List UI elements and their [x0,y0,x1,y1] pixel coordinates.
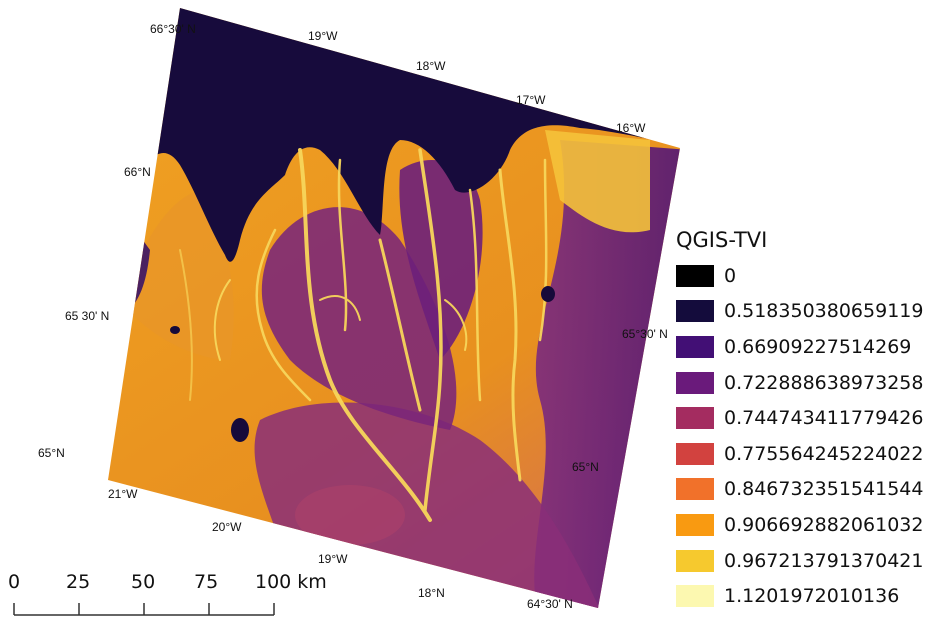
legend-rows: 0 0.518350380659119 0.66909227514269 0.7… [672,258,942,614]
legend-item: 0 [672,258,942,294]
lon-19-top-label: 19°W [308,29,338,43]
scale-tick-label-50: 50 [131,571,155,593]
legend-label: 0 [724,264,737,287]
legend-label: 1.1201972010136 [724,585,900,608]
legend-label: 0.775564245224022 [724,442,924,465]
legend-swatch [676,407,714,430]
legend-swatch [676,549,714,572]
legend-label: 0.846732351541544 [724,478,924,501]
lat-65-label-left: 65°N [38,446,65,460]
lon-17-top-label: 17°W [516,93,546,107]
legend-swatch [676,442,714,465]
lat-66-30-label: 66°30' N [150,22,196,36]
legend-swatch [676,300,714,323]
legend-item: 0.967213791370421 [672,543,942,579]
graticule-labels: 66°30' N 66°N 65 30' N 65°N 65°30' N 65°… [38,22,668,611]
legend-label: 0.744743411779426 [724,407,924,430]
scale-tick-label-100: 100 km [255,571,327,593]
lat-66-label: 66°N [124,165,151,179]
lat-65-label-right: 65°N [572,460,599,474]
legend-swatch [676,371,714,394]
legend-item: 0.906692882061032 [672,507,942,543]
lat-65-30-label-right: 65°30' N [622,327,668,341]
legend-item: 0.846732351541544 [672,472,942,508]
lat-65-30-label-left: 65 30' N [65,309,109,323]
legend-title: QGIS-TVI [676,228,768,252]
legend-item: 1.1201972010136 [672,578,942,614]
legend-item: 0.744743411779426 [672,400,942,436]
scale-tick-label-75: 75 [194,571,218,593]
legend-swatch [676,478,714,501]
legend-label: 0.967213791370421 [724,549,924,572]
legend-item: 0.518350380659119 [672,294,942,330]
legend-label: 0.722888638973258 [724,371,924,394]
legend-swatch [676,264,714,287]
lon-19-bottom-label: 19°W [318,552,348,566]
scale-tick-label-25: 25 [66,571,90,593]
lon-21-bottom-label: 21°W [108,487,138,501]
legend-item: 0.775564245224022 [672,436,942,472]
lon-20-bottom-label: 20°W [212,520,242,534]
lon-18-top-label: 18°W [416,59,446,73]
scale-bar: 0 25 50 75 100 km [8,571,327,616]
lon-18-bottom-label: 18°N [418,586,445,600]
legend-swatch [676,585,714,608]
scale-tick-label-0: 0 [8,571,20,593]
legend-label: 0.518350380659119 [724,300,924,323]
lon-16-top-label: 16°W [616,121,646,135]
lat-64-30-label: 64°30' N [527,597,573,611]
legend-swatch [676,335,714,358]
legend-label: 0.66909227514269 [724,335,912,358]
legend: QGIS-TVI 0 0.518350380659119 0.669092275… [672,228,942,614]
legend-item: 0.66909227514269 [672,329,942,365]
legend-label: 0.906692882061032 [724,513,924,536]
legend-item: 0.722888638973258 [672,365,942,401]
legend-swatch [676,513,714,536]
